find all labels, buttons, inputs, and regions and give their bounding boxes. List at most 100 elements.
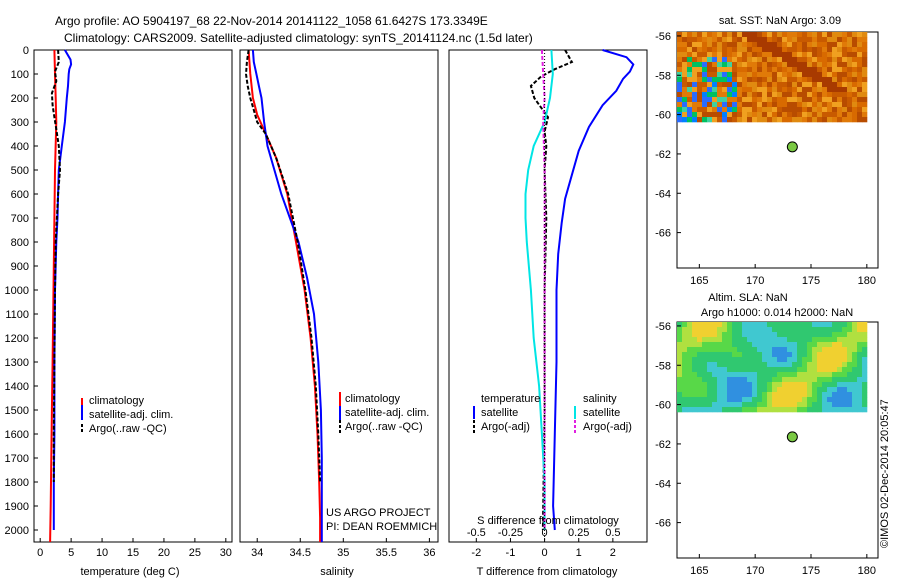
heatmap-cell	[737, 57, 743, 63]
heatmap-cell	[792, 322, 798, 328]
heatmap-cell	[762, 377, 768, 383]
heatmap-cell	[697, 47, 703, 53]
heatmap-cell	[862, 77, 868, 83]
heatmap-cell	[752, 87, 758, 93]
heatmap-cell	[707, 42, 713, 48]
heatmap-cell	[737, 407, 743, 413]
heatmap-cell	[722, 327, 728, 333]
heatmap-cell	[737, 332, 743, 338]
heatmap-cell	[687, 47, 693, 53]
heatmap-cell	[762, 337, 768, 343]
heatmap-cell	[812, 117, 818, 123]
heatmap-cell	[807, 117, 813, 123]
heatmap-cell	[812, 92, 818, 98]
heatmap-cell	[747, 322, 753, 328]
heatmap-cell	[737, 117, 743, 123]
heatmap-cell	[777, 82, 783, 88]
heatmap-cell	[812, 102, 818, 108]
heatmap-cell	[727, 42, 733, 48]
heatmap-cell	[697, 112, 703, 118]
heatmap-cell	[692, 57, 698, 63]
heatmap-cell	[757, 67, 763, 73]
heatmap-cell	[807, 92, 813, 98]
heatmap-cell	[762, 52, 768, 58]
heatmap-cell	[747, 92, 753, 98]
argo-line	[244, 49, 322, 483]
heatmap-cell	[847, 72, 853, 78]
heatmap-cell	[842, 322, 848, 328]
y-tick-label: -62	[655, 439, 671, 451]
x-top-tick-label: 0.25	[568, 527, 589, 539]
heatmap-cell	[782, 57, 788, 63]
heatmap-cell	[807, 332, 813, 338]
heatmap-cell	[692, 77, 698, 83]
heatmap-cell	[802, 352, 808, 358]
figure-title-line2: Climatology: CARS2009. Satellite-adjuste…	[64, 31, 533, 45]
heatmap-cell	[707, 62, 713, 68]
heatmap-cell	[822, 92, 828, 98]
heatmap-cell	[827, 382, 833, 388]
heatmap-cell	[687, 42, 693, 48]
heatmap-cell	[842, 372, 848, 378]
heatmap-cell	[832, 327, 838, 333]
heatmap-cell	[762, 107, 768, 113]
heatmap-cell	[807, 77, 813, 83]
heatmap-cell	[727, 382, 733, 388]
heatmap-cell	[817, 322, 823, 328]
heatmap-cell	[757, 337, 763, 343]
heatmap-cell	[742, 387, 748, 393]
heatmap-cell	[717, 72, 723, 78]
heatmap-cell	[822, 377, 828, 383]
heatmap-cell	[827, 357, 833, 363]
heatmap-cell	[707, 407, 713, 413]
heatmap-cell	[707, 342, 713, 348]
heatmap-cell	[692, 362, 698, 368]
heatmap-cell	[852, 377, 858, 383]
heatmap-cell	[852, 92, 858, 98]
heatmap-cell	[802, 102, 808, 108]
legend-salinity-heading: salinity	[583, 393, 617, 405]
heatmap-cell	[707, 32, 713, 38]
y-tick-label: -64	[655, 188, 671, 200]
heatmap-cell	[842, 112, 848, 118]
heatmap-cell	[682, 112, 688, 118]
heatmap-cell	[817, 52, 823, 58]
heatmap-cell	[702, 402, 708, 408]
heatmap-cell	[742, 67, 748, 73]
heatmap-cell	[822, 342, 828, 348]
heatmap-cell	[782, 342, 788, 348]
heatmap-cell	[852, 82, 858, 88]
heatmap-cell	[707, 57, 713, 63]
heatmap-cell	[832, 112, 838, 118]
heatmap-cell	[692, 97, 698, 103]
heatmap-cell	[797, 42, 803, 48]
heatmap-cell	[842, 97, 848, 103]
heatmap-cell	[677, 342, 683, 348]
heatmap-cell	[767, 352, 773, 358]
heatmap-cell	[822, 32, 828, 38]
heatmap-cell	[817, 327, 823, 333]
heatmap-cell	[772, 92, 778, 98]
heatmap-cell	[792, 117, 798, 123]
heatmap-cell	[772, 52, 778, 58]
heatmap-cell	[787, 112, 793, 118]
heatmap-cell	[837, 352, 843, 358]
heatmap-cell	[812, 52, 818, 58]
heatmap-cell	[722, 337, 728, 343]
heatmap-cell	[792, 382, 798, 388]
heatmap-cell	[677, 72, 683, 78]
heatmap-cell	[827, 117, 833, 123]
heatmap-cell	[857, 57, 863, 63]
heatmap-cell	[782, 107, 788, 113]
y-tick-label: -56	[655, 321, 671, 333]
heatmap-cell	[752, 82, 758, 88]
heatmap-cell	[832, 367, 838, 373]
heatmap-cell	[677, 37, 683, 43]
heatmap-cell	[747, 52, 753, 58]
heatmap-cell	[777, 347, 783, 353]
heatmap-cell	[722, 332, 728, 338]
heatmap-cell	[817, 37, 823, 43]
heatmap-cell	[752, 337, 758, 343]
x-tick-label: 20	[158, 547, 170, 559]
heatmap-cell	[822, 397, 828, 403]
